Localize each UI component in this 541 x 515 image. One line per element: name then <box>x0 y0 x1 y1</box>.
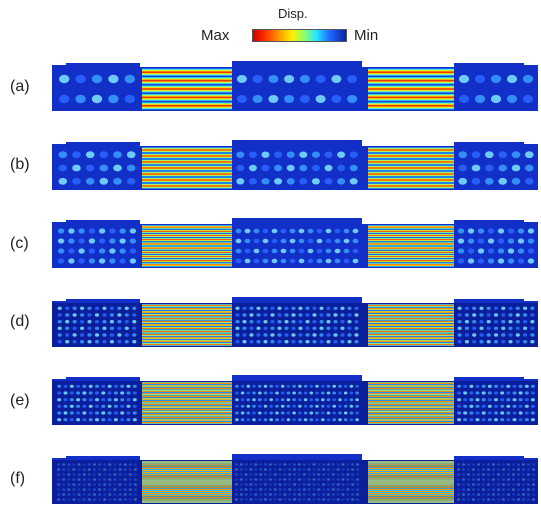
mode-shape-panel-c <box>52 216 538 274</box>
resonator-segment <box>142 147 232 189</box>
resonator-segment <box>142 461 232 503</box>
resonator-segment <box>142 304 232 346</box>
panel-label-f: (f) <box>10 470 26 487</box>
field-plot <box>52 297 538 347</box>
mode-shape-panel-e <box>52 373 538 431</box>
legend-title: Disp. <box>278 6 308 21</box>
resonator-segment <box>368 225 454 267</box>
field-plot <box>52 454 538 504</box>
panel-label-a: (a) <box>10 78 30 95</box>
resonator-segment <box>142 68 232 110</box>
panel-label-e: (e) <box>10 392 30 409</box>
mode-shape-panel-b <box>52 138 538 196</box>
resonator-segment <box>142 225 232 267</box>
panel-label-c: (c) <box>10 235 29 252</box>
resonator-segment <box>368 461 454 503</box>
legend-min-label: Min <box>354 27 379 44</box>
resonator-segment <box>142 382 232 424</box>
mode-shape-panel-a <box>52 59 538 117</box>
resonator-segment <box>368 147 454 189</box>
legend-max-label: Max <box>201 27 230 44</box>
resonator-segment <box>368 382 454 424</box>
field-plot <box>52 61 538 111</box>
panel-label-d: (d) <box>10 313 30 330</box>
beam-outline <box>52 61 538 111</box>
field-plot <box>52 140 538 190</box>
resonator-segment <box>368 304 454 346</box>
mode-shape-panel-d <box>52 295 538 353</box>
resonator-segment <box>368 68 454 110</box>
colorbar <box>252 29 347 42</box>
panel-label-b: (b) <box>10 156 30 173</box>
mode-shape-panel-f <box>52 452 538 510</box>
field-plot <box>52 375 538 425</box>
field-plot <box>52 218 538 268</box>
